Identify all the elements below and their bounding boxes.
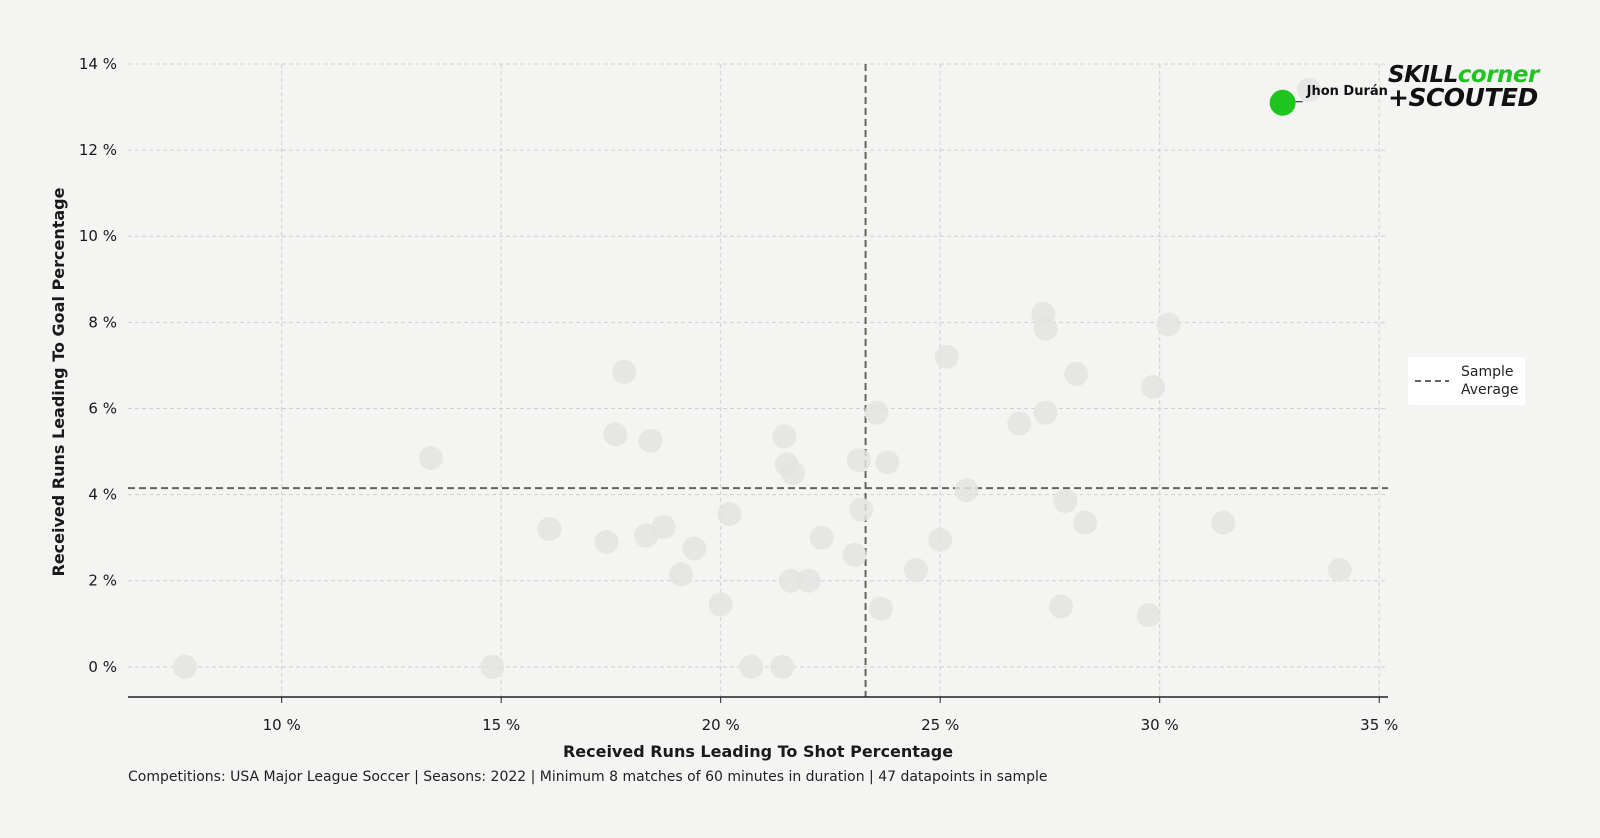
data-point <box>682 536 707 561</box>
x-tick-label: 15 % <box>482 716 520 734</box>
x-tick-label: 35 % <box>1360 716 1398 734</box>
data-point <box>669 562 694 587</box>
x-tick-label: 20 % <box>702 716 740 734</box>
data-point <box>842 542 867 567</box>
y-tick-label: 4 % <box>88 486 117 504</box>
x-axis-title: Received Runs Leading To Shot Percentage <box>563 742 953 761</box>
data-point <box>849 497 874 522</box>
data-point <box>954 478 979 503</box>
data-point <box>796 568 821 593</box>
data-point <box>708 592 733 617</box>
data-point <box>1048 594 1073 619</box>
data-point <box>778 568 803 593</box>
data-point <box>1141 374 1166 399</box>
data-point <box>781 461 806 486</box>
data-point <box>480 654 505 679</box>
x-tick-label: 25 % <box>921 716 959 734</box>
data-point <box>1211 510 1236 535</box>
data-point <box>1053 489 1078 514</box>
logo-skill-text: SKILL <box>1388 62 1458 88</box>
y-tick-label: 6 % <box>88 399 117 417</box>
skillcorner-scouted-logo: SKILLcorner +SCOUTED <box>1388 62 1542 112</box>
y-tick-label: 2 % <box>88 572 117 590</box>
data-point <box>809 525 834 550</box>
legend-label-line2: Average <box>1461 382 1519 398</box>
data-point <box>1033 400 1058 425</box>
y-tick-label: 14 % <box>79 55 117 73</box>
axes <box>128 696 1388 703</box>
data-point <box>418 446 443 471</box>
logo-line-1: SKILLcorner <box>1388 62 1541 88</box>
data-point <box>612 359 637 384</box>
y-tick-label: 0 % <box>88 658 117 676</box>
legend: Sample Average <box>1408 357 1525 405</box>
data-point <box>651 514 676 539</box>
data-point <box>1073 510 1098 535</box>
data-point <box>1136 603 1161 628</box>
legend-box <box>1408 357 1525 405</box>
data-point <box>934 344 959 369</box>
data-point <box>603 422 628 447</box>
data-point <box>928 527 953 552</box>
logo-line-2: +SCOUTED <box>1388 83 1538 112</box>
data-point <box>1327 557 1352 582</box>
data-point <box>537 517 562 542</box>
logo-corner-text: corner <box>1458 62 1541 88</box>
data-point <box>638 428 663 453</box>
y-tick-label: 8 % <box>88 313 117 331</box>
data-point <box>717 501 742 526</box>
data-point <box>1064 362 1089 387</box>
data-point <box>739 654 764 679</box>
data-point <box>1296 77 1321 102</box>
highlight-label: Jhon Durán <box>1306 84 1388 99</box>
y-axis-title: Received Runs Leading To Goal Percentage <box>49 187 68 576</box>
x-tick-label: 10 % <box>263 716 301 734</box>
data-point <box>864 400 889 425</box>
data-point <box>868 596 893 621</box>
legend-label-line1: Sample <box>1461 364 1514 380</box>
y-tick-label: 12 % <box>79 141 117 159</box>
data-point <box>1033 316 1058 341</box>
y-tick-label: 10 % <box>79 227 117 245</box>
footnote: Competitions: USA Major League Soccer | … <box>128 769 1048 785</box>
tick-labels: 10 % 15 % 20 % 25 % 30 % 35 % 0 % 2 % 4 % 6 % 8 % 1… <box>79 55 1398 734</box>
data-point <box>904 557 929 582</box>
sample-average-lines <box>128 64 1388 697</box>
data-point <box>173 654 198 679</box>
data-point <box>875 450 900 475</box>
grid <box>128 63 1388 697</box>
data-point <box>1156 312 1181 337</box>
data-point <box>772 424 797 449</box>
data-points <box>173 77 1352 679</box>
x-tick-label: 30 % <box>1141 716 1179 734</box>
data-point <box>770 654 795 679</box>
data-point <box>846 448 871 473</box>
highlight-point <box>1269 89 1296 116</box>
data-point <box>1007 411 1032 436</box>
data-point <box>594 529 619 554</box>
highlighted-player: Jhon Durán <box>1269 84 1388 116</box>
